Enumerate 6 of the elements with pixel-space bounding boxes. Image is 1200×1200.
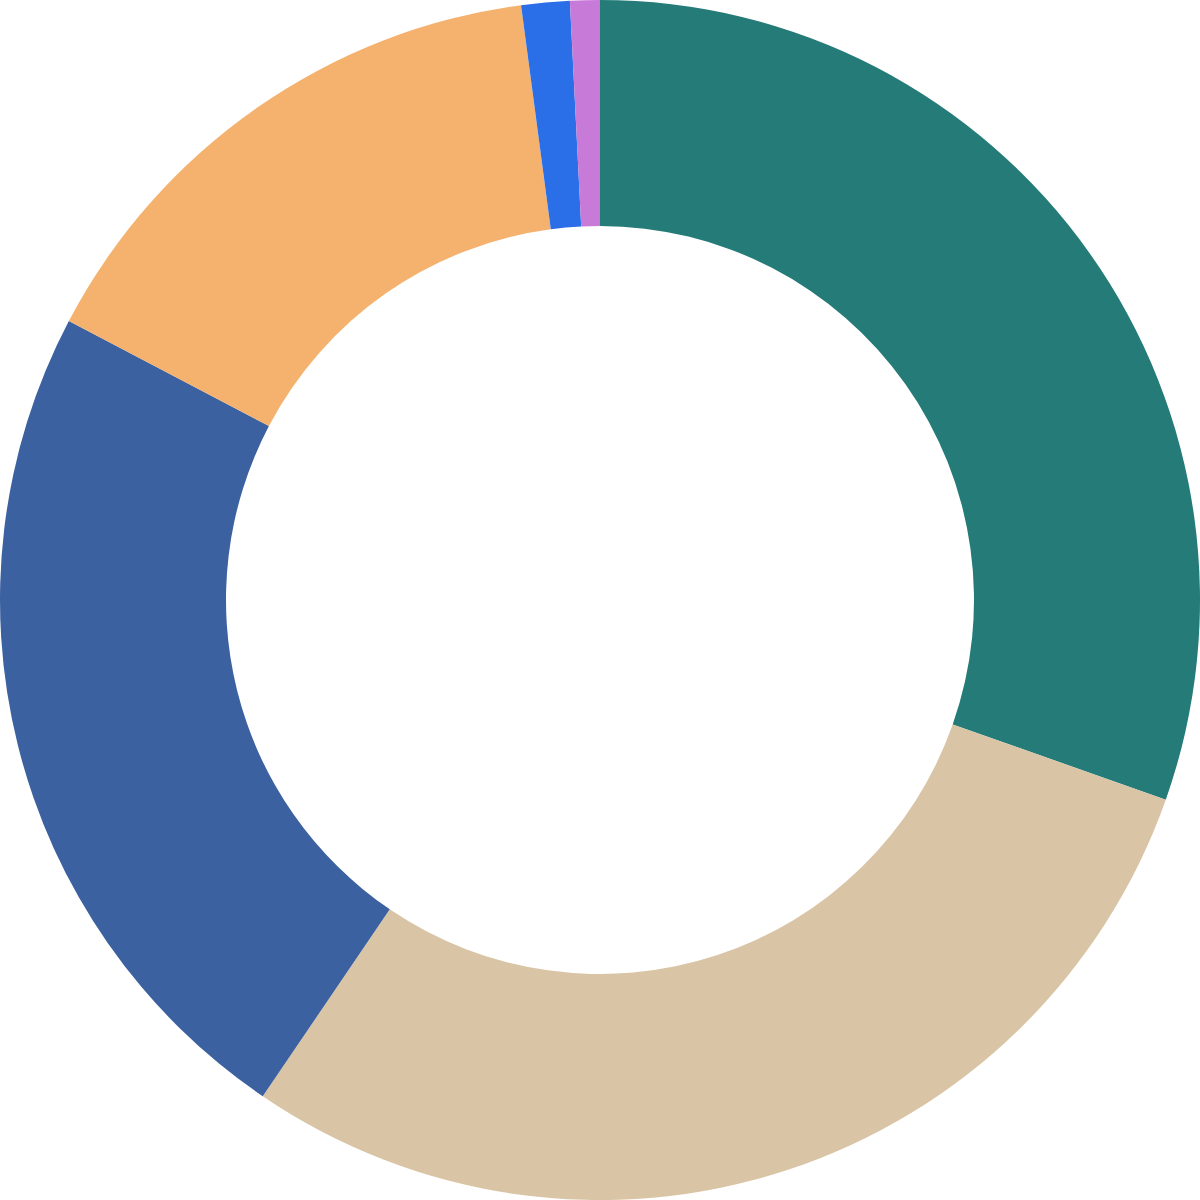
donut-slice <box>569 0 600 227</box>
donut-slice <box>600 0 1200 800</box>
donut-slice <box>262 724 1166 1200</box>
donut-slice <box>68 5 551 427</box>
donut-slice <box>0 320 390 1097</box>
donut-slice <box>521 0 582 230</box>
